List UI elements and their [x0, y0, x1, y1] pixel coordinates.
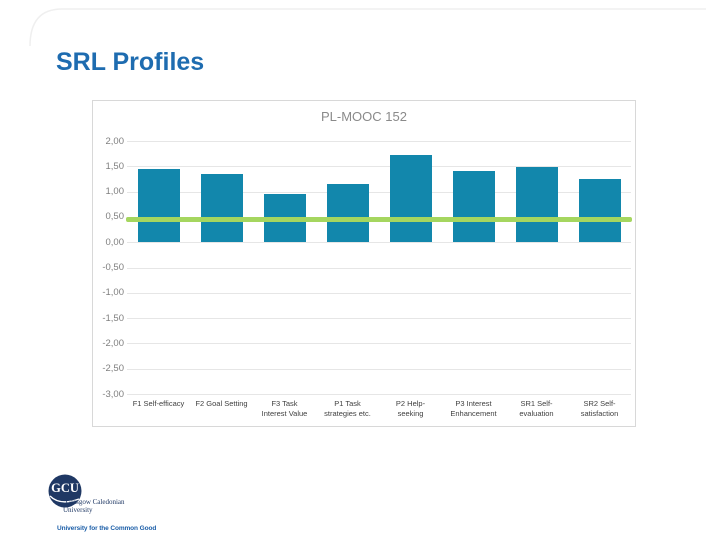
y-axis-tick: -1,50 — [102, 312, 124, 324]
y-axis-tick: 0,50 — [105, 211, 125, 223]
bar — [326, 184, 369, 243]
gridline — [127, 368, 631, 370]
y-axis-tick: -2,00 — [102, 337, 124, 349]
y-axis-tick: 1,50 — [105, 160, 125, 172]
chart-title: PL-MOOC 152 — [321, 109, 407, 124]
x-axis-label: P1 Task strategies etc. — [324, 399, 371, 418]
logo-circle — [48, 474, 82, 508]
logo-tagline: University for the Common Good — [57, 525, 157, 532]
bar — [578, 179, 621, 243]
y-axis-tick: 1,00 — [105, 186, 125, 198]
gridline — [127, 292, 631, 294]
gridline — [127, 141, 631, 142]
x-axis-label: P3 Interest Enhancement — [450, 399, 497, 418]
slide-title: SRL Profiles — [56, 48, 205, 76]
bar — [137, 169, 180, 243]
gcu-logo: GCU Glasgow Caledonian University — [46, 472, 166, 522]
bar-chart: PL-MOOC 152 2,00 1,50 1,00 0,50 0,00 -0,50 -1,… — [92, 100, 636, 427]
bar — [389, 155, 432, 243]
y-axis-tick: -1,00 — [102, 287, 124, 299]
logo-name-line2: University — [63, 506, 93, 514]
x-axis-label: SR2 Self- satisfaction — [580, 399, 619, 418]
gridline — [127, 191, 631, 193]
x-axis-label: P2 Help- seeking — [395, 399, 426, 418]
gridline — [127, 242, 631, 244]
gridline — [127, 267, 631, 269]
logo-acronym: GCU — [51, 481, 79, 495]
gridline — [127, 166, 631, 168]
gridline — [127, 394, 631, 395]
y-axis-tick: 0,00 — [105, 236, 125, 248]
x-axis-label: SR1 Self- evaluation — [519, 399, 554, 418]
logo-name-line1: Glasgow Caledonian — [66, 498, 125, 506]
y-axis-tick: -3,00 — [102, 388, 124, 400]
x-axis-label: F2 Goal Setting — [195, 399, 248, 408]
gridline — [127, 343, 631, 345]
y-axis-tick: -2,50 — [102, 363, 124, 375]
bar — [452, 171, 495, 243]
x-axis-label: F3 Task Interest Value — [261, 399, 308, 418]
bar — [515, 167, 558, 243]
x-axis-label: F1 Self-efficacy — [132, 399, 185, 408]
y-axis-tick: 2,00 — [105, 135, 125, 147]
y-axis-tick: -0,50 — [102, 262, 124, 273]
bar — [200, 174, 243, 243]
reference-line — [126, 216, 632, 222]
gridline — [127, 318, 631, 320]
